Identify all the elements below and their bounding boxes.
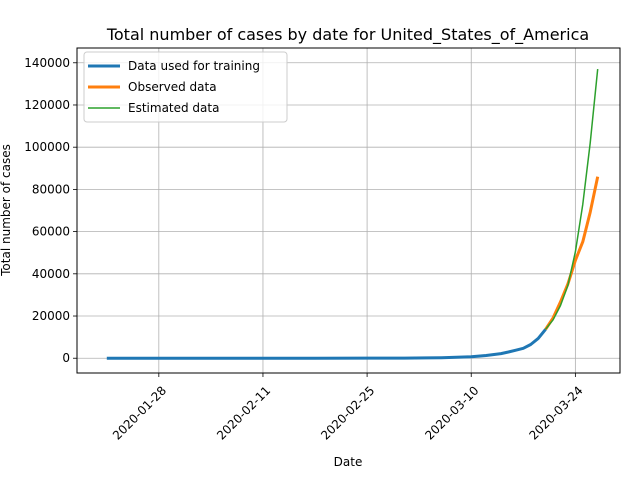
x-tick-label: 2020-01-28	[110, 383, 169, 442]
x-axis-label: Date	[334, 455, 363, 469]
x-axis-ticks: 2020-01-28 2020-02-11 2020-02-25 2020-03-10…	[110, 373, 586, 443]
legend-label: Data used for training	[128, 59, 260, 73]
y-tick-label: 100000	[24, 140, 70, 154]
x-tick-label: 2020-02-11	[214, 383, 273, 442]
y-tick-label: 80000	[32, 182, 70, 196]
series-line-1	[106, 328, 547, 360]
x-tick-label: 2020-03-10	[422, 383, 481, 442]
series-lines	[106, 69, 600, 360]
y-tick-label: 0	[62, 351, 70, 365]
legend-label: Estimated data	[128, 101, 219, 115]
y-tick-label: 40000	[32, 267, 70, 281]
series-line-3	[545, 69, 599, 330]
y-tick-label: 60000	[32, 225, 70, 239]
grid	[77, 48, 620, 373]
legend-label: Observed data	[128, 80, 217, 94]
legend-box	[83, 51, 288, 123]
y-tick-label: 120000	[24, 98, 70, 112]
series-line-2	[544, 176, 600, 331]
y-tick-label: 20000	[32, 309, 70, 323]
chart-title: Total number of cases by date for United…	[106, 25, 589, 45]
plot-frame	[76, 47, 621, 374]
y-axis-label: Total number of cases	[0, 144, 13, 277]
y-tick-label: 140000	[24, 56, 70, 70]
x-tick-label: 2020-03-24	[526, 383, 585, 442]
legend: Data used for training Observed data Estim…	[83, 51, 288, 123]
y-axis-ticks: 0 20000 40000 60000 80000 100000 120000 140000	[24, 56, 77, 365]
x-tick-label: 2020-02-25	[318, 383, 377, 442]
